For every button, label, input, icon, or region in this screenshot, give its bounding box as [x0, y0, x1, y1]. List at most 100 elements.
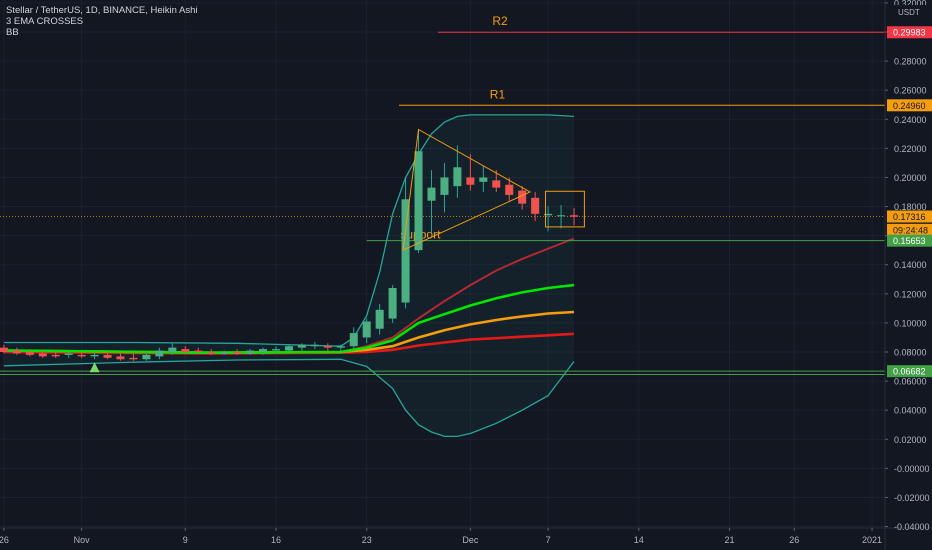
candle-body — [336, 346, 345, 348]
candle-body — [323, 346, 332, 348]
candle-body — [90, 354, 99, 357]
candle-body — [220, 352, 229, 354]
x-tick-label: 14 — [634, 535, 644, 545]
candle-body — [64, 353, 73, 355]
candle-body — [284, 346, 293, 351]
candle-body — [557, 215, 566, 217]
y-tick-label: 0.06000 — [894, 377, 927, 387]
price-label: 0.24960 — [893, 101, 926, 111]
x-tick-label: 23 — [362, 535, 372, 545]
candle-body — [155, 350, 164, 357]
candle-body — [310, 344, 319, 347]
time-axis — [0, 528, 932, 550]
price-label-bg — [887, 26, 932, 39]
level-label: R2 — [492, 14, 508, 28]
x-tick-label: 2021 — [862, 535, 882, 545]
candle-body — [414, 151, 423, 251]
candle-body — [388, 288, 397, 319]
candle-body — [440, 177, 449, 195]
x-tick-label: 16 — [271, 535, 281, 545]
candle-body — [25, 352, 34, 355]
price-label: 0.06682 — [893, 367, 926, 377]
y-tick-label: 0.10000 — [894, 318, 927, 328]
triangle-drawing — [402, 128, 532, 251]
price-label: 09:24:48 — [893, 225, 928, 235]
candle-body — [544, 213, 553, 216]
y-tick-label: -0.04000 — [894, 522, 930, 532]
candle-body — [77, 354, 86, 357]
candle-body — [349, 333, 358, 347]
y-tick-label: 0.28000 — [894, 57, 927, 67]
legend-indicator-ema[interactable]: 3 EMA CROSSES — [6, 16, 84, 27]
indicator-lines — [3, 114, 575, 438]
candle-body — [531, 197, 540, 214]
x-tick-label: 7 — [546, 535, 551, 545]
candle-body — [518, 190, 527, 204]
y-unit-label: USDT — [898, 8, 920, 17]
level-label: R1 — [490, 87, 506, 101]
price-label: 0.15653 — [893, 236, 926, 246]
candle-body — [51, 354, 60, 357]
x-tick-label: Nov — [74, 535, 91, 545]
candle-body — [12, 350, 21, 354]
unit-bg — [886, 5, 932, 19]
y-tick-label: 0.14000 — [894, 260, 927, 270]
candle-body — [194, 350, 203, 352]
price-label-bg — [887, 234, 932, 247]
y-tick-label: 0.22000 — [894, 144, 927, 154]
candle-body — [492, 180, 501, 188]
candle-body — [297, 344, 306, 348]
legend-symbol[interactable]: Stellar / TetherUS, 1D, BINANCE, Heikin … — [6, 5, 198, 16]
y-tick-label: 0.20000 — [894, 173, 927, 183]
x-tick-label: 26 — [0, 535, 9, 545]
price-label-bg — [887, 99, 932, 112]
y-tick-label: 0.32000 — [894, 0, 927, 8]
candle-body — [259, 349, 268, 352]
y-tick-label: 0.26000 — [894, 86, 927, 96]
candle-body — [401, 199, 410, 303]
candle-body — [38, 353, 47, 357]
candle-body — [246, 350, 255, 354]
legend-indicator-bb[interactable]: BB — [6, 27, 19, 38]
candle-body — [116, 356, 125, 360]
x-tick-label: Dec — [462, 535, 479, 545]
y-tick-label: 0.12000 — [894, 289, 927, 299]
candle-body — [375, 309, 384, 329]
x-tick-label: 21 — [725, 535, 735, 545]
drawings — [89, 128, 585, 373]
candle-body — [453, 167, 462, 187]
candle-body — [505, 184, 514, 195]
bb-lower-line — [3, 358, 575, 438]
signal-marker-icon — [89, 362, 100, 373]
y-tick-label: 0.04000 — [894, 406, 927, 416]
candle-body — [181, 349, 190, 352]
x-tick-label: 26 — [789, 535, 799, 545]
candle-body — [570, 215, 579, 217]
price-label-bg — [887, 210, 932, 223]
candle-body — [233, 352, 242, 354]
candle-body — [427, 187, 436, 201]
candle-body — [103, 354, 112, 358]
y-tick-label: 0.18000 — [894, 202, 927, 212]
levels: R2R1support — [0, 14, 885, 376]
ema-fast-line — [3, 283, 575, 355]
candles — [0, 129, 579, 361]
y-tick-label: 0.24000 — [894, 115, 927, 125]
y-tick-label: -0.00000 — [894, 464, 930, 474]
candle-body — [129, 357, 138, 360]
y-tick-label: 0.08000 — [894, 348, 927, 358]
candle-body — [168, 347, 177, 352]
candle-body — [466, 177, 475, 185]
price-label-bg — [887, 365, 932, 378]
y-tick-label: 0.02000 — [894, 435, 927, 445]
candle-body — [271, 349, 281, 351]
candle-body — [207, 352, 216, 354]
price-label: 0.29983 — [893, 28, 926, 38]
bb-upper-line — [3, 114, 575, 347]
candle-body — [479, 177, 488, 182]
candle-body — [142, 354, 151, 360]
box-drawing — [545, 190, 585, 228]
